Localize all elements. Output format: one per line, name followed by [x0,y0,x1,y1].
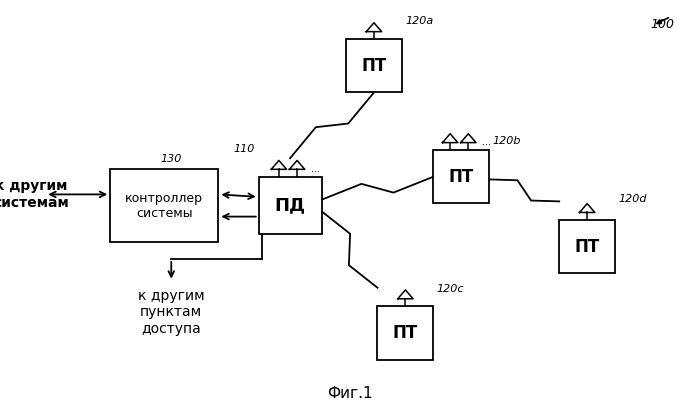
Text: ...: ... [311,164,320,173]
Text: 120c: 120c [437,284,464,294]
Text: 110: 110 [233,144,255,154]
FancyBboxPatch shape [346,39,402,92]
Text: 130: 130 [161,155,182,164]
Text: 120b: 120b [493,136,521,146]
FancyBboxPatch shape [259,177,322,234]
Text: ПТ: ПТ [361,57,387,75]
Text: ...: ... [482,137,491,147]
Text: контроллер
системы: контроллер системы [125,192,203,219]
FancyBboxPatch shape [559,220,615,273]
Text: 120d: 120d [619,194,647,203]
FancyBboxPatch shape [110,169,218,242]
Text: ПТ: ПТ [575,238,600,256]
FancyBboxPatch shape [377,306,433,360]
Text: ПТ: ПТ [449,168,474,186]
Text: Фиг.1: Фиг.1 [326,386,373,401]
Text: 120a: 120a [405,16,433,26]
Text: к другим
системам: к другим системам [0,179,69,210]
Text: 100: 100 [650,18,674,32]
Text: ПТ: ПТ [393,324,418,342]
Text: к другим
пунктам
доступа: к другим пунктам доступа [138,289,205,335]
FancyBboxPatch shape [433,150,489,203]
Text: ПД: ПД [275,196,305,215]
